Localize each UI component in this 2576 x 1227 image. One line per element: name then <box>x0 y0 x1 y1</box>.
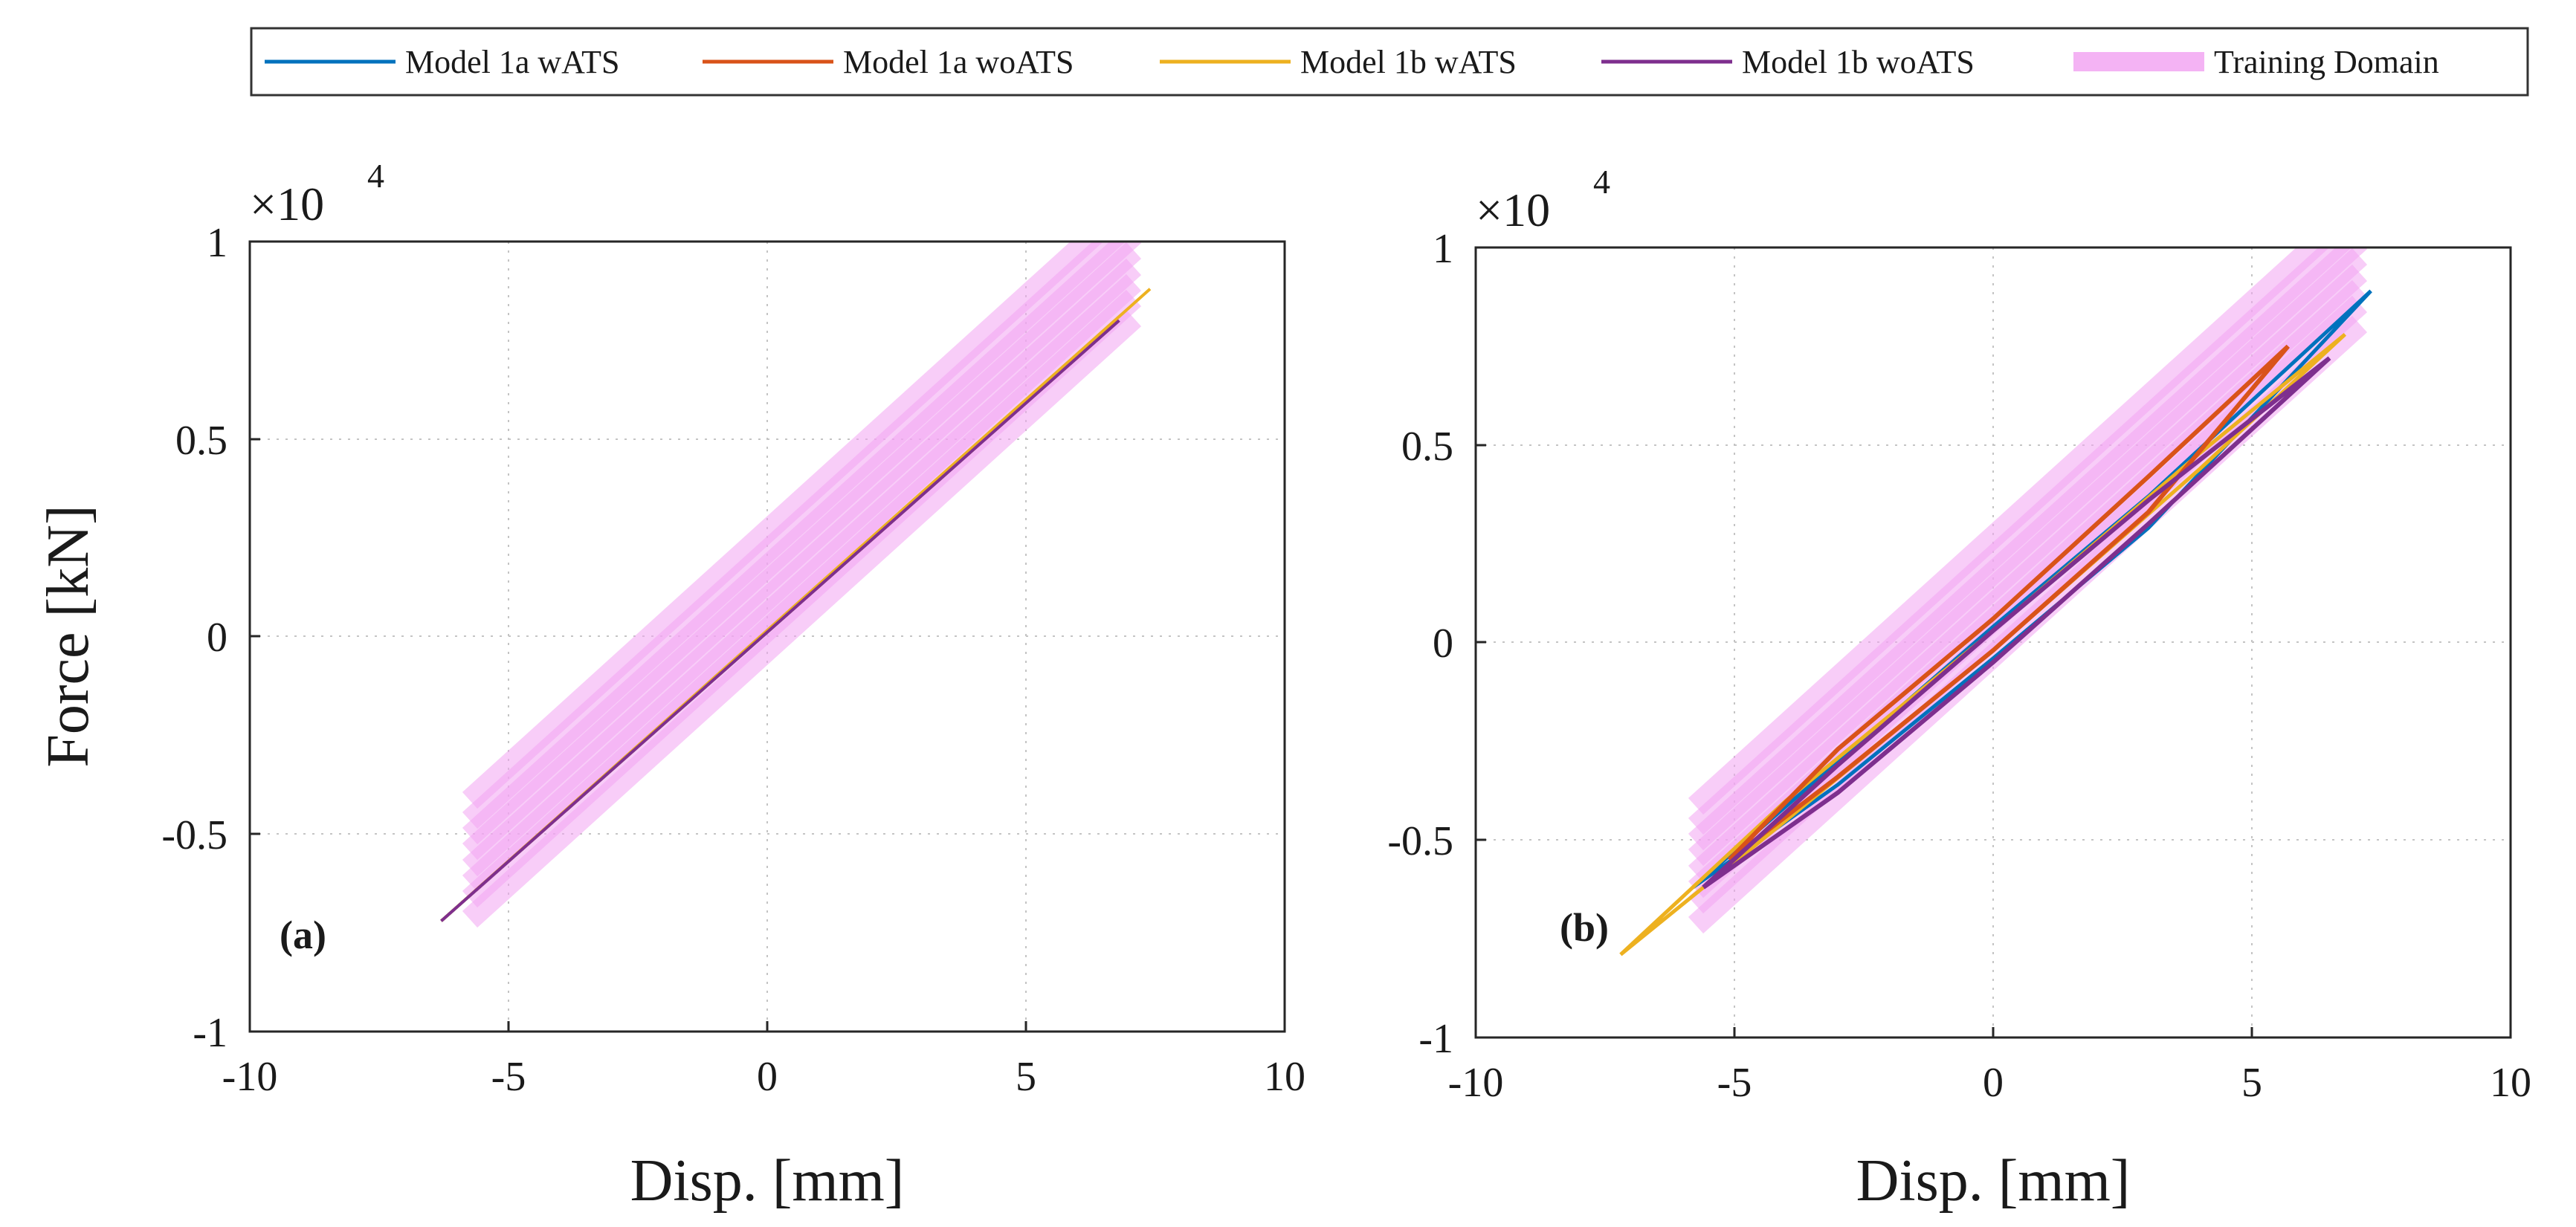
ytick-label-b-3: 0.5 <box>1401 424 1453 470</box>
xtick-label-b-3: 5 <box>2241 1060 2262 1106</box>
xtick-labels-b: -10 -5 0 5 10 <box>1448 1060 2531 1106</box>
ytick-label-a-4: 1 <box>207 220 227 266</box>
legend-label-0: Model 1a wATS <box>405 44 619 80</box>
training-band-b-3 <box>1688 264 2368 883</box>
legend-entry-2: Model 1b wATS <box>1160 44 1517 80</box>
training-band-a-4 <box>462 242 1142 861</box>
xtick-label-a-2: 0 <box>757 1054 778 1100</box>
xtick-label-b-0: -10 <box>1448 1060 1504 1106</box>
exponent-b: ×10 4 <box>1476 163 1610 236</box>
exponent-a: ×10 4 <box>250 157 384 230</box>
ytick-label-a-1: -0.5 <box>161 812 227 858</box>
ytick-label-a-3: 0.5 <box>175 418 227 464</box>
series-line-a-3 <box>440 319 1120 922</box>
xtick-label-a-0: -10 <box>222 1054 278 1100</box>
legend-entry-4: Training Domain <box>2073 44 2439 80</box>
training-band-b-7 <box>1688 247 2330 815</box>
training-band-a-5 <box>462 242 1142 845</box>
legend-label-4: Training Domain <box>2214 44 2439 80</box>
training-band-a-2 <box>462 273 1142 893</box>
xtick-label-b-1: -5 <box>1717 1060 1752 1106</box>
ticks-b <box>1476 444 2253 1037</box>
series-line-b-1 <box>1727 344 2290 862</box>
legend-entry-1: Model 1a woATS <box>703 44 1074 80</box>
ytick-label-a-2: 0 <box>207 615 227 661</box>
panel-label-a: (a) <box>280 913 326 957</box>
xtick-label-a-3: 5 <box>1016 1054 1036 1100</box>
xtick-label-a-1: -5 <box>491 1054 526 1100</box>
training-band-a-3 <box>462 258 1142 877</box>
exponent-power-b: 4 <box>1593 163 1610 201</box>
training-band-a-0 <box>462 309 1142 928</box>
panel-a: -10 -5 0 5 10 -1 -0.5 0 0.5 1 ×10 4 Disp… <box>36 157 1305 1214</box>
ytick-label-b-0: -1 <box>1418 1016 1453 1062</box>
legend-entry-0: Model 1a wATS <box>265 44 619 80</box>
training-band-a-7 <box>462 242 1104 809</box>
xlabel-a: Disp. [mm] <box>630 1148 905 1214</box>
training-band-a-6 <box>462 242 1126 829</box>
panel-label-b: (b) <box>1560 905 1609 950</box>
ytick-labels-b: -1 -0.5 0 0.5 1 <box>1387 226 1453 1062</box>
training-band-b-5 <box>1688 247 2368 851</box>
exponent-label-b: ×10 <box>1476 184 1550 236</box>
ticks-a <box>250 438 1027 1032</box>
ytick-label-b-1: -0.5 <box>1387 818 1453 864</box>
exponent-label-a: ×10 <box>250 178 324 230</box>
training-band-b-4 <box>1688 247 2368 867</box>
series-line-b-3 <box>1702 356 2331 890</box>
ytick-labels-a: -1 -0.5 0 0.5 1 <box>161 220 227 1056</box>
ylabel-a: Force [kN] <box>36 505 101 767</box>
xtick-label-b-2: 0 <box>1983 1060 2004 1106</box>
exponent-power-a: 4 <box>367 157 384 195</box>
ytick-label-a-0: -1 <box>193 1010 227 1056</box>
legend-label-2: Model 1b wATS <box>1300 44 1517 80</box>
panel-b: -10 -5 0 5 10 -1 -0.5 0 0.5 1 ×10 4 Disp… <box>1387 163 2531 1214</box>
xlabel-b: Disp. [mm] <box>1856 1148 2131 1214</box>
xtick-label-a-4: 10 <box>1264 1054 1305 1100</box>
legend-label-3: Model 1b woATS <box>1742 44 1975 80</box>
xtick-label-b-4: 10 <box>2490 1060 2531 1106</box>
training-band-b-6 <box>1688 247 2352 835</box>
ytick-label-b-2: 0 <box>1433 621 1453 667</box>
ytick-label-b-4: 1 <box>1433 226 1453 272</box>
legend: Model 1a wATS Model 1a woATS Model 1b wA… <box>250 27 2529 97</box>
legend-entry-3: Model 1b woATS <box>1601 44 1975 80</box>
xtick-labels-a: -10 -5 0 5 10 <box>222 1054 1305 1100</box>
legend-label-1: Model 1a woATS <box>843 44 1074 80</box>
